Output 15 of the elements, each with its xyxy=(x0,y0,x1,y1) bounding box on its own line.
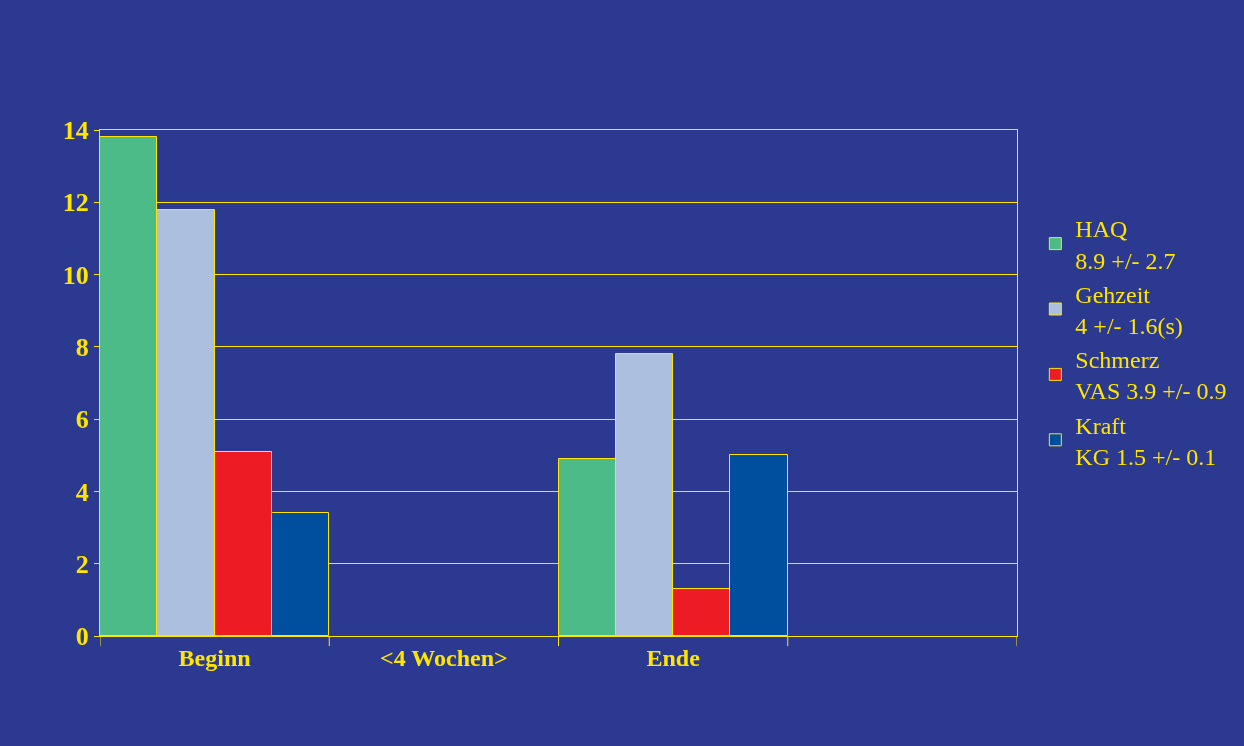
x-tick-label: <4 Wochen> xyxy=(380,644,508,671)
y-tick-label: 14 xyxy=(62,116,89,146)
y-tick-label: 10 xyxy=(62,260,89,290)
y-tick-label: 0 xyxy=(75,622,89,652)
y-tick-label: 12 xyxy=(62,188,89,218)
legend-label: Kraft KG 1.5 +/- 0.1 xyxy=(1075,412,1217,470)
y-tick-label: 6 xyxy=(75,405,89,435)
legend-label: Schmerz VAS 3.9 +/- 0.9 xyxy=(1075,347,1227,405)
legend-label: Gehzeit 4 +/- 1.6(s) xyxy=(1075,281,1183,339)
x-tick-label: Ende xyxy=(646,644,701,671)
y-tick-label: 8 xyxy=(75,332,89,362)
y-tick-label: 4 xyxy=(75,477,89,507)
legend-label: HAQ 8.9 +/- 2.7 xyxy=(1075,216,1176,274)
x-tick-label: Beginn xyxy=(178,644,251,671)
y-tick-label: 2 xyxy=(75,549,89,579)
